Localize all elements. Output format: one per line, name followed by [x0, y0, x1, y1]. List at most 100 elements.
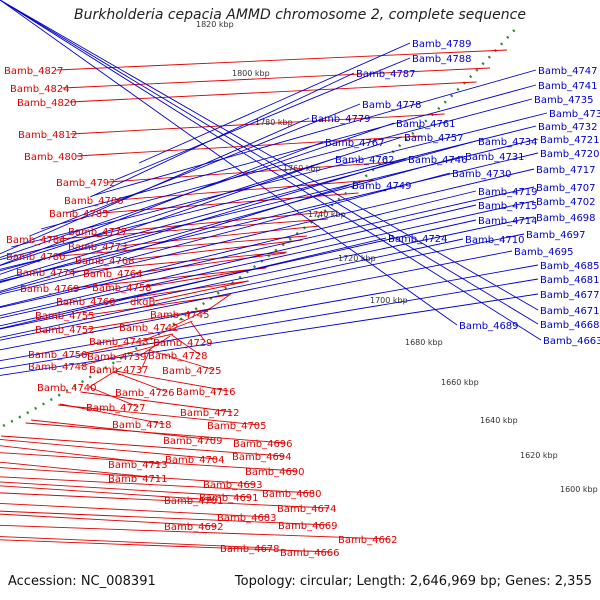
right-gene-label[interactable]: Bamb_4717 [536, 165, 596, 176]
left-gene-label[interactable]: Bamb_4760 [56, 297, 116, 308]
left-gene-label[interactable]: Bamb_4737 [89, 365, 149, 376]
right-gene-label[interactable]: Bamb_4681 [540, 275, 600, 286]
left-gene-label[interactable]: Bamb_4711 [108, 474, 168, 485]
left-gene-label[interactable]: Bamb_4768 [75, 256, 135, 267]
right-gene-label[interactable]: Bamb_4707 [536, 183, 596, 194]
left-gene-label[interactable]: Bamb_4725 [162, 366, 222, 377]
left-gene-label[interactable]: Bamb_4739 [87, 352, 147, 363]
left-gene-label[interactable]: Bamb_4691 [199, 493, 259, 504]
left-gene-label[interactable]: Bamb_4690 [245, 467, 305, 478]
left-gene-label[interactable]: Bamb_4752 [35, 325, 95, 336]
left-gene-label[interactable]: Bamb_4680 [262, 489, 322, 500]
left-gene-label[interactable]: Bamb_4748 [28, 362, 88, 373]
right-gene-label[interactable]: Bamb_4685 [540, 261, 600, 272]
tick-label: 1700 kbp [370, 296, 408, 305]
right-gene-label[interactable]: Bamb_4714 [478, 216, 538, 227]
left-gene-label[interactable]: Bamb_4692 [164, 522, 224, 533]
right-gene-label[interactable]: Bamb_4731 [465, 152, 525, 163]
left-gene-label[interactable]: Bamb_4773 [68, 242, 128, 253]
left-gene-label[interactable]: Bamb_4704 [165, 455, 225, 466]
right-gene-label[interactable]: Bamb_4689 [459, 321, 519, 332]
right-gene-label[interactable]: Bamb_4695 [514, 247, 574, 258]
right-gene-label[interactable]: Bamb_4663 [543, 336, 600, 347]
left-gene-label[interactable]: Bamb_4693 [203, 480, 263, 491]
right-gene-label[interactable]: Bamb_4710 [465, 235, 525, 246]
right-gene-label[interactable]: Bamb_4767 [325, 138, 385, 149]
left-gene-label[interactable]: Bamb_4750 [28, 350, 88, 361]
left-gene-label[interactable]: Bamb_4780 [6, 252, 66, 263]
right-gene-label[interactable]: Bamb_4746 [408, 155, 468, 166]
left-gene-label[interactable]: Bamb_4777 [68, 227, 128, 238]
left-gene-label[interactable]: Bamb_4740 [37, 383, 97, 394]
right-gene-label[interactable]: Bamb_4788 [412, 54, 472, 65]
label-leader-line [58, 235, 307, 257]
right-gene-label[interactable]: Bamb_4747 [538, 66, 598, 77]
left-gene-label[interactable]: Bamb_4827 [4, 66, 64, 77]
left-gene-label[interactable]: Bamb_4683 [217, 513, 277, 524]
right-gene-label[interactable]: Bamb_4757 [404, 133, 464, 144]
left-gene-label[interactable]: Bamb_4666 [280, 548, 340, 559]
left-gene-label[interactable]: Bamb_4729 [153, 338, 213, 349]
right-gene-label[interactable]: Bamb_4779 [311, 114, 371, 125]
right-gene-label[interactable]: Bamb_4724 [388, 234, 448, 245]
left-gene-label[interactable]: Bamb_4705 [207, 421, 267, 432]
left-gene-label[interactable]: Bamb_4718 [112, 420, 172, 431]
left-gene-label[interactable]: Bamb_4764 [83, 269, 143, 280]
left-gene-label[interactable]: Bamb_4769 [20, 284, 80, 295]
left-gene-label[interactable]: Bamb_4696 [233, 439, 293, 450]
left-gene-label[interactable]: Bamb_4674 [277, 504, 337, 515]
right-gene-label[interactable]: Bamb_4697 [526, 230, 586, 241]
right-gene-label[interactable]: Bamb_4734 [478, 137, 538, 148]
right-gene-label[interactable]: Bamb_4733 [549, 109, 600, 120]
left-gene-label[interactable]: Bamb_4728 [148, 351, 208, 362]
left-gene-label[interactable]: Bamb_4727 [86, 403, 146, 414]
left-gene-label[interactable]: Bamb_4784 [6, 235, 66, 246]
left-gene-label[interactable]: Bamb_4713 [108, 460, 168, 471]
left-gene-label[interactable]: Bamb_4669 [278, 521, 338, 532]
outer-dotted-ring [0, 29, 516, 429]
right-gene-label[interactable]: Bamb_4720 [540, 149, 600, 160]
left-gene-label[interactable]: Bamb_4745 [150, 310, 210, 321]
right-gene-label[interactable]: Bamb_4698 [536, 213, 596, 224]
label-leader-line [56, 49, 507, 71]
right-gene-label[interactable]: Bamb_4671 [540, 306, 600, 317]
left-gene-label[interactable]: Bamb_4786 [64, 196, 124, 207]
left-gene-label[interactable]: Bamb_4712 [180, 408, 240, 419]
left-gene-label[interactable]: Bamb_4774 [16, 268, 76, 279]
left-gene-label[interactable]: Bamb_4758 [92, 283, 152, 294]
right-gene-label[interactable]: Bamb_4749 [352, 181, 412, 192]
left-gene-label[interactable]: Bamb_4820 [17, 98, 77, 109]
right-gene-label[interactable]: Bamb_4677 [540, 290, 600, 301]
left-gene-label[interactable]: dkgB [130, 297, 155, 308]
left-gene-label[interactable]: Bamb_4792 [56, 178, 116, 189]
right-gene-label[interactable]: Bamb_4761 [396, 119, 456, 130]
left-gene-label[interactable]: Bamb_4755 [35, 311, 95, 322]
right-gene-label[interactable]: Bamb_4702 [536, 197, 596, 208]
left-gene-label[interactable]: Bamb_4709 [163, 436, 223, 447]
left-gene-label[interactable]: Bamb_4716 [176, 387, 236, 398]
gene-labels[interactable]: Bamb_4827 Bamb_4824 Bamb_4820 Bamb_4812 Bamb… [4, 39, 600, 559]
right-gene-label[interactable]: Bamb_4668 [540, 320, 600, 331]
right-gene-label[interactable]: Bamb_4730 [452, 169, 512, 180]
left-gene-label[interactable]: Bamb_4662 [338, 535, 398, 546]
left-gene-label[interactable]: Bamb_4812 [18, 130, 78, 141]
right-gene-label[interactable]: Bamb_4721 [540, 135, 600, 146]
left-gene-label[interactable]: Bamb_4678 [220, 544, 280, 555]
left-gene-label[interactable]: Bamb_4803 [24, 152, 84, 163]
right-gene-label[interactable]: Bamb_4735 [534, 95, 594, 106]
left-gene-label[interactable]: Bamb_4701 [164, 496, 224, 507]
right-gene-label[interactable]: Bamb_4715 [478, 201, 538, 212]
right-gene-label[interactable]: Bamb_4741 [538, 81, 598, 92]
left-gene-label[interactable]: Bamb_4785 [49, 209, 109, 220]
right-gene-label[interactable]: Bamb_4719 [478, 187, 538, 198]
right-gene-label[interactable]: Bamb_4789 [412, 39, 472, 50]
right-gene-label[interactable]: Bamb_4778 [362, 100, 422, 111]
left-gene-label[interactable]: Bamb_4742 [119, 323, 179, 334]
left-gene-label[interactable]: Bamb_4726 [115, 388, 175, 399]
right-gene-label[interactable]: Bamb_4787 [356, 69, 416, 80]
right-gene-label[interactable]: Bamb_4732 [538, 122, 598, 133]
left-gene-label[interactable]: Bamb_4824 [10, 84, 70, 95]
left-gene-label[interactable]: Bamb_4743 [89, 337, 149, 348]
left-gene-label[interactable]: Bamb_4694 [232, 452, 292, 463]
right-gene-label[interactable]: Bamb_4762 [335, 155, 395, 166]
